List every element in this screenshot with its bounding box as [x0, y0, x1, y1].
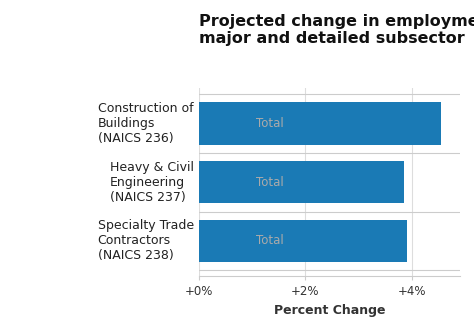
- X-axis label: Percent Change: Percent Change: [273, 304, 385, 317]
- Text: Total: Total: [256, 234, 284, 247]
- Text: Specialty Trade
Contractors
(NAICS 238): Specialty Trade Contractors (NAICS 238): [98, 219, 194, 263]
- Bar: [199, 161, 404, 203]
- Bar: [199, 220, 407, 262]
- Text: Total: Total: [256, 176, 284, 189]
- Text: Heavy & Civil
Engineering
(NAICS 237): Heavy & Civil Engineering (NAICS 237): [110, 161, 194, 204]
- Text: Projected change in employment from 2020 to 2030 by
major and detailed subsector: Projected change in employment from 2020…: [199, 14, 474, 46]
- Text: Total: Total: [256, 117, 284, 130]
- Text: Construction of
Buildings
(NAICS 236): Construction of Buildings (NAICS 236): [98, 102, 194, 145]
- Bar: [199, 102, 441, 145]
